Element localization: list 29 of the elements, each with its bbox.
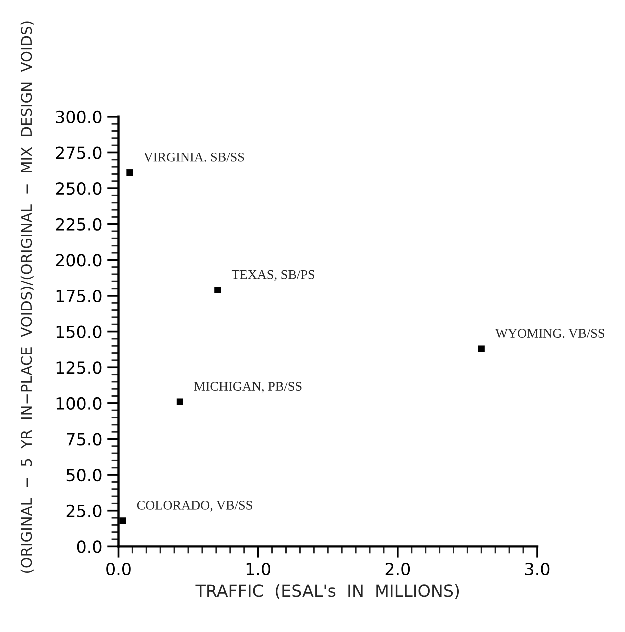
point — [126, 170, 134, 176]
annotation: COLORADO, VB/SS — [137, 501, 252, 512]
y-tick-label: 50.0 — [66, 469, 102, 482]
y-tick-label: 275.0 — [56, 146, 102, 160]
y-axis-title: (ORIGINAL − 5 YR IN−PLACE VOIDS)/(ORIGINAL − MIX DESIGN VOIDS) — [20, 22, 34, 574]
y-tick-label: 250.0 — [56, 182, 102, 196]
point — [176, 398, 184, 406]
y-tick-label: 225.0 — [56, 218, 102, 231]
annotation: VIRGINIA. SB/SS — [144, 152, 244, 162]
annotation: WYOMING. VB/SS — [496, 329, 604, 338]
x-axis-title: TRAFFIC (ESAL's IN MILLIONS) — [196, 584, 460, 600]
y-tick-label: 125.0 — [56, 362, 102, 374]
x-tick-label: 3.0 — [526, 562, 550, 576]
y-tick-label: 175.0 — [56, 290, 102, 303]
y-tick-label: 200.0 — [56, 254, 102, 267]
annotation: TEXAS, SB/PS — [232, 270, 315, 282]
x-tick-label: 2.0 — [386, 562, 410, 576]
point — [478, 346, 485, 352]
point — [120, 518, 126, 524]
y-tick-label: 150.0 — [56, 326, 102, 338]
x-tick-label: 1.0 — [246, 562, 270, 576]
y-tick-label: 75.0 — [67, 433, 102, 446]
point — [214, 287, 222, 294]
y-tick-label: 25.0 — [66, 504, 102, 518]
y-tick-label: 300.0 — [56, 110, 102, 124]
y-tick-label: 0.0 — [77, 540, 102, 554]
x-tick-label: 0.0 — [106, 562, 131, 576]
annotation: MICHIGAN, PB/SS — [194, 382, 302, 393]
y-tick-label: 100.0 — [56, 397, 102, 410]
